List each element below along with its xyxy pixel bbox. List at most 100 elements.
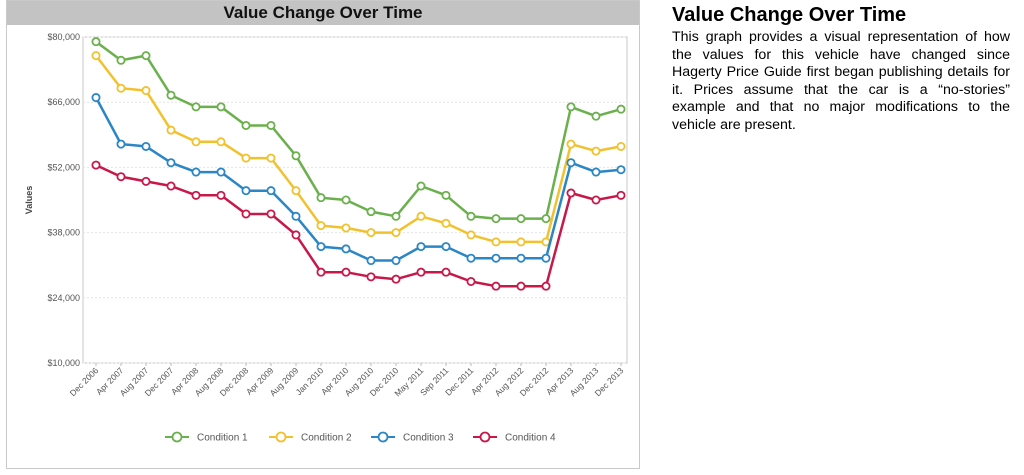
- y-tick-label: $38,000: [47, 228, 80, 238]
- data-point[interactable]: [416, 267, 426, 277]
- data-point[interactable]: [341, 223, 351, 233]
- data-point[interactable]: [191, 190, 201, 200]
- legend-label[interactable]: Condition 3: [403, 433, 454, 444]
- data-point[interactable]: [116, 83, 126, 93]
- data-point[interactable]: [241, 120, 251, 130]
- data-point[interactable]: [541, 214, 551, 224]
- data-point[interactable]: [441, 190, 451, 200]
- data-point[interactable]: [366, 228, 376, 238]
- data-point[interactable]: [591, 195, 601, 205]
- data-point[interactable]: [91, 51, 101, 61]
- data-point[interactable]: [166, 125, 176, 135]
- data-point[interactable]: [566, 102, 576, 112]
- data-point[interactable]: [241, 153, 251, 163]
- data-point[interactable]: [491, 281, 501, 291]
- data-point[interactable]: [341, 244, 351, 254]
- data-point[interactable]: [391, 256, 401, 266]
- data-point[interactable]: [591, 167, 601, 177]
- data-point[interactable]: [116, 55, 126, 65]
- data-point[interactable]: [116, 172, 126, 182]
- series-line: [95, 163, 622, 288]
- data-point[interactable]: [366, 256, 376, 266]
- data-point[interactable]: [266, 153, 276, 163]
- legend-swatch-marker: [275, 431, 287, 443]
- data-point[interactable]: [366, 207, 376, 217]
- data-point[interactable]: [191, 102, 201, 112]
- data-point[interactable]: [466, 253, 476, 263]
- data-point[interactable]: [291, 230, 301, 240]
- data-point[interactable]: [291, 211, 301, 221]
- data-point[interactable]: [466, 211, 476, 221]
- data-point[interactable]: [166, 90, 176, 100]
- data-point[interactable]: [391, 211, 401, 221]
- data-point[interactable]: [491, 237, 501, 247]
- data-point[interactable]: [416, 181, 426, 191]
- data-point[interactable]: [216, 102, 226, 112]
- data-point[interactable]: [91, 160, 101, 170]
- data-point[interactable]: [466, 230, 476, 240]
- data-point[interactable]: [466, 276, 476, 286]
- data-point[interactable]: [441, 218, 451, 228]
- data-point[interactable]: [141, 51, 151, 61]
- data-point[interactable]: [366, 272, 376, 282]
- data-point[interactable]: [316, 193, 326, 203]
- data-point[interactable]: [516, 281, 526, 291]
- data-point[interactable]: [91, 93, 101, 103]
- data-point[interactable]: [516, 214, 526, 224]
- data-point[interactable]: [616, 165, 626, 175]
- data-point[interactable]: [516, 237, 526, 247]
- data-point[interactable]: [291, 151, 301, 161]
- data-point[interactable]: [166, 181, 176, 191]
- data-point[interactable]: [341, 267, 351, 277]
- data-point[interactable]: [566, 188, 576, 198]
- data-point[interactable]: [116, 139, 126, 149]
- data-point[interactable]: [566, 158, 576, 168]
- data-point[interactable]: [191, 137, 201, 147]
- line-chart: $10,000 $24,000 $38,000 $52,000 $66,000 $80,0…: [24, 32, 628, 444]
- y-tick-label: $52,000: [47, 162, 80, 172]
- data-point[interactable]: [216, 167, 226, 177]
- data-point[interactable]: [416, 242, 426, 252]
- data-point[interactable]: [291, 186, 301, 196]
- data-point[interactable]: [616, 104, 626, 114]
- chart-title: Value Change Over Time: [7, 1, 639, 25]
- data-point[interactable]: [566, 139, 576, 149]
- data-point[interactable]: [216, 137, 226, 147]
- data-point[interactable]: [241, 186, 251, 196]
- data-point[interactable]: [266, 120, 276, 130]
- data-point[interactable]: [591, 146, 601, 156]
- data-point[interactable]: [166, 158, 176, 168]
- data-point[interactable]: [316, 267, 326, 277]
- data-point[interactable]: [541, 281, 551, 291]
- data-point[interactable]: [491, 214, 501, 224]
- data-point[interactable]: [616, 141, 626, 151]
- legend-label[interactable]: Condition 1: [197, 433, 248, 444]
- legend-label[interactable]: Condition 2: [301, 433, 352, 444]
- data-point[interactable]: [341, 195, 351, 205]
- data-point[interactable]: [391, 228, 401, 238]
- data-point[interactable]: [416, 211, 426, 221]
- data-point[interactable]: [216, 190, 226, 200]
- data-point[interactable]: [316, 242, 326, 252]
- data-point[interactable]: [316, 221, 326, 231]
- data-point[interactable]: [241, 209, 251, 219]
- data-point[interactable]: [591, 111, 601, 121]
- data-point[interactable]: [141, 86, 151, 96]
- series-line: [95, 54, 622, 244]
- data-point[interactable]: [266, 186, 276, 196]
- data-point[interactable]: [191, 167, 201, 177]
- data-point[interactable]: [616, 190, 626, 200]
- data-point[interactable]: [441, 242, 451, 252]
- data-point[interactable]: [491, 253, 501, 263]
- data-point[interactable]: [516, 253, 526, 263]
- legend-label[interactable]: Condition 4: [505, 433, 556, 444]
- data-point[interactable]: [266, 209, 276, 219]
- data-point[interactable]: [141, 141, 151, 151]
- data-point[interactable]: [91, 37, 101, 47]
- y-tick-label: $80,000: [47, 32, 80, 42]
- chart-panel: Value Change Over Time $10,000 $24,000 $38…: [6, 0, 640, 469]
- data-point[interactable]: [441, 267, 451, 277]
- data-point[interactable]: [391, 274, 401, 284]
- data-point[interactable]: [141, 176, 151, 186]
- data-point[interactable]: [541, 253, 551, 263]
